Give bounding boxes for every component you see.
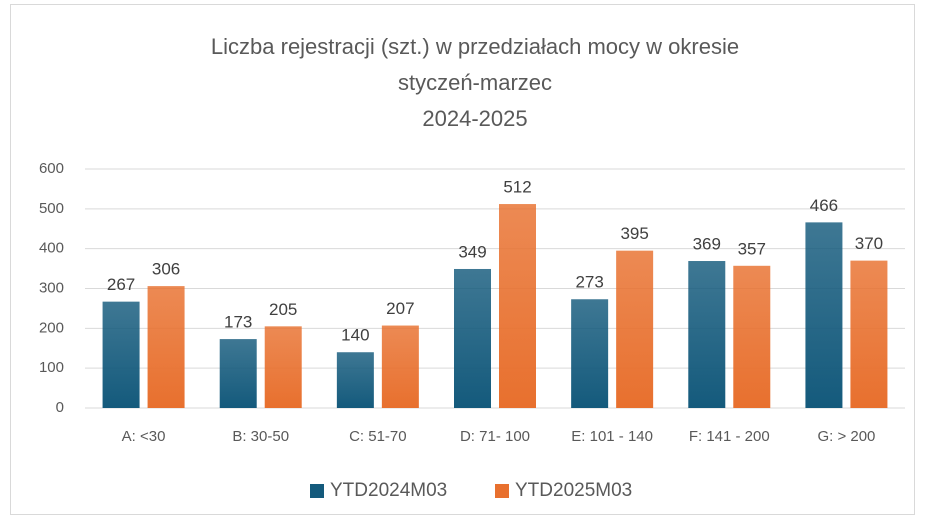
- bar: [733, 265, 771, 408]
- bar: [616, 250, 654, 408]
- chart-title: 2024-2025: [422, 106, 527, 131]
- chart-title: Liczba rejestracji (szt.) w przedziałach…: [211, 34, 739, 59]
- legend-label: YTD2024M03: [330, 480, 447, 501]
- y-tick-label: 200: [39, 319, 64, 336]
- legend-label: YTD2025M03: [515, 480, 632, 501]
- bar: [688, 261, 726, 408]
- y-tick-label: 400: [39, 240, 64, 257]
- bar: [219, 339, 257, 408]
- bar: [336, 352, 374, 408]
- bar: [805, 222, 843, 408]
- bar: [499, 204, 536, 408]
- data-label: 207: [386, 299, 414, 318]
- x-tick-label: A: <30: [122, 428, 166, 445]
- bar: [454, 268, 491, 408]
- bar: [381, 325, 419, 408]
- x-tick-label: E: 101 - 140: [571, 428, 653, 445]
- data-label: 369: [693, 234, 721, 253]
- x-tick-label: G: > 200: [817, 428, 875, 445]
- bar: [571, 299, 609, 408]
- data-label: 173: [224, 313, 252, 332]
- y-tick-label: 300: [39, 279, 64, 296]
- chart-border: [10, 4, 915, 515]
- x-tick-label: D: 71- 100: [460, 428, 530, 445]
- y-tick-label: 500: [39, 200, 64, 217]
- x-tick-label: B: 30-50: [232, 428, 289, 445]
- bar: [102, 301, 140, 408]
- x-tick-label: C: 51-70: [349, 428, 407, 445]
- data-label: 395: [620, 224, 648, 243]
- bar: [850, 260, 888, 408]
- y-tick-label: 600: [39, 160, 64, 177]
- y-tick-label: 100: [39, 359, 64, 376]
- bar: [147, 286, 185, 408]
- data-label: 267: [107, 275, 135, 294]
- data-label: 349: [458, 242, 486, 261]
- data-label: 370: [855, 234, 883, 253]
- legend-swatch: [495, 484, 509, 498]
- bar: [264, 326, 302, 408]
- data-label: 306: [152, 260, 180, 279]
- x-tick-label: F: 141 - 200: [689, 428, 770, 445]
- data-label: 357: [738, 239, 766, 258]
- data-label: 466: [810, 196, 838, 215]
- data-label: 205: [269, 300, 297, 319]
- y-tick-label: 0: [56, 399, 64, 416]
- data-label: 140: [341, 326, 369, 345]
- legend-swatch: [310, 484, 324, 498]
- data-label: 512: [503, 178, 531, 197]
- data-label: 273: [575, 273, 603, 292]
- chart-title: styczeń-marzec: [398, 70, 552, 95]
